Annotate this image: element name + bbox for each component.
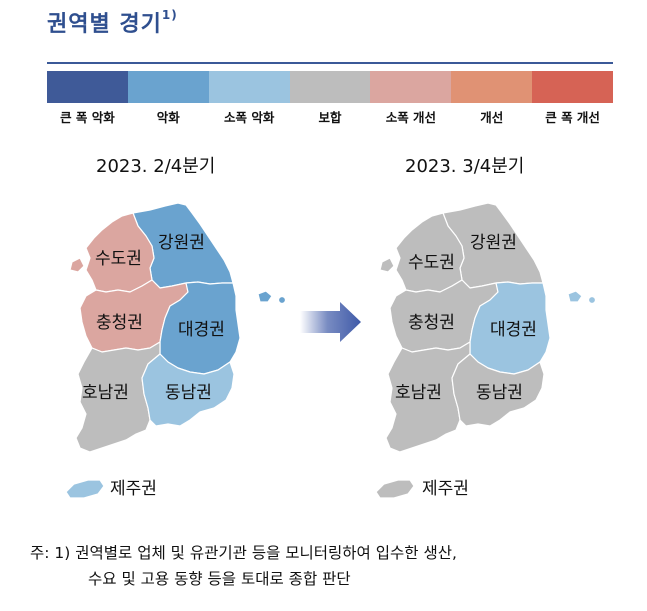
region-jeju (375, 479, 415, 499)
label-sudo: 수도권 (408, 253, 455, 273)
label-chungcheong: 충청권 (408, 313, 455, 333)
legend-swatch-improvement (451, 71, 533, 103)
region-dongnam (451, 353, 545, 427)
label-sudo: 수도권 (95, 249, 142, 269)
footnote: 주: 1) 권역별로 업체 및 유관기관 등을 모니터링하여 입수한 생산, 수… (30, 540, 457, 592)
title-divider (47, 62, 613, 64)
legend-swatch-flat (289, 71, 371, 103)
legend-label: 악화 (156, 110, 180, 125)
legend-label: 소폭 개선 (385, 110, 437, 125)
legend-swatch-large-worsening (47, 71, 128, 103)
map-2023-q3 (375, 202, 597, 499)
footnote-line-2: 수요 및 고용 동향 등을 토대로 종합 판단 (88, 570, 351, 588)
island-dokdo (587, 295, 597, 305)
label-gangwon: 강원권 (470, 233, 517, 253)
island-dokdo (277, 295, 287, 305)
legend-label: 개선 (480, 110, 504, 125)
legend-swatch-slight-worsening (208, 71, 290, 103)
label-honam: 호남권 (82, 383, 129, 403)
region-honam (385, 341, 471, 453)
label-dongnam: 동남권 (476, 383, 523, 403)
footnote-line-1: 주: 1) 권역별로 업체 및 유관기관 등을 모니터링하여 입수한 생산, (30, 544, 457, 562)
legend-label: 보합 (318, 110, 342, 125)
label-jeju: 제주권 (422, 479, 469, 499)
legend-swatch-slight-improvement (370, 71, 452, 103)
label-dongnam: 동남권 (165, 383, 212, 403)
label-jeju: 제주권 (110, 479, 157, 499)
label-daegyeong: 대경권 (178, 320, 225, 340)
region-dongnam (141, 353, 235, 427)
region-honam (75, 341, 161, 453)
island-ulleung (257, 290, 273, 303)
period-label-right: 2023. 3/4분기 (405, 156, 525, 177)
period-label-left: 2023. 2/4분기 (96, 156, 216, 177)
island-ganghwa (379, 257, 395, 273)
title-text: 권역별 경기 (47, 12, 162, 37)
label-honam: 호남권 (395, 383, 442, 403)
legend-label: 큰 폭 악화 (60, 110, 115, 125)
legend-labels: 큰 폭 악화 악화 소폭 악화 보합 소폭 개선 개선 큰 폭 개선 (47, 107, 613, 126)
legend-label: 소폭 악화 (223, 110, 275, 125)
legend-swatch-worsening (127, 71, 209, 103)
legend-label: 큰 폭 개선 (545, 110, 600, 125)
map-2023-q2 (65, 202, 287, 499)
legend-swatch-large-improvement (532, 71, 614, 103)
region-jeju (65, 479, 105, 499)
label-chungcheong: 충청권 (96, 313, 143, 333)
page-title: 권역별 경기1) (47, 6, 178, 38)
arrow-right-icon (300, 302, 361, 342)
legend-color-bar (47, 71, 614, 103)
island-ulleung (567, 290, 583, 303)
island-ganghwa (69, 257, 85, 273)
label-daegyeong: 대경권 (490, 320, 537, 340)
footnote-marker: 1) (161, 7, 178, 22)
label-gangwon: 강원권 (158, 233, 205, 253)
